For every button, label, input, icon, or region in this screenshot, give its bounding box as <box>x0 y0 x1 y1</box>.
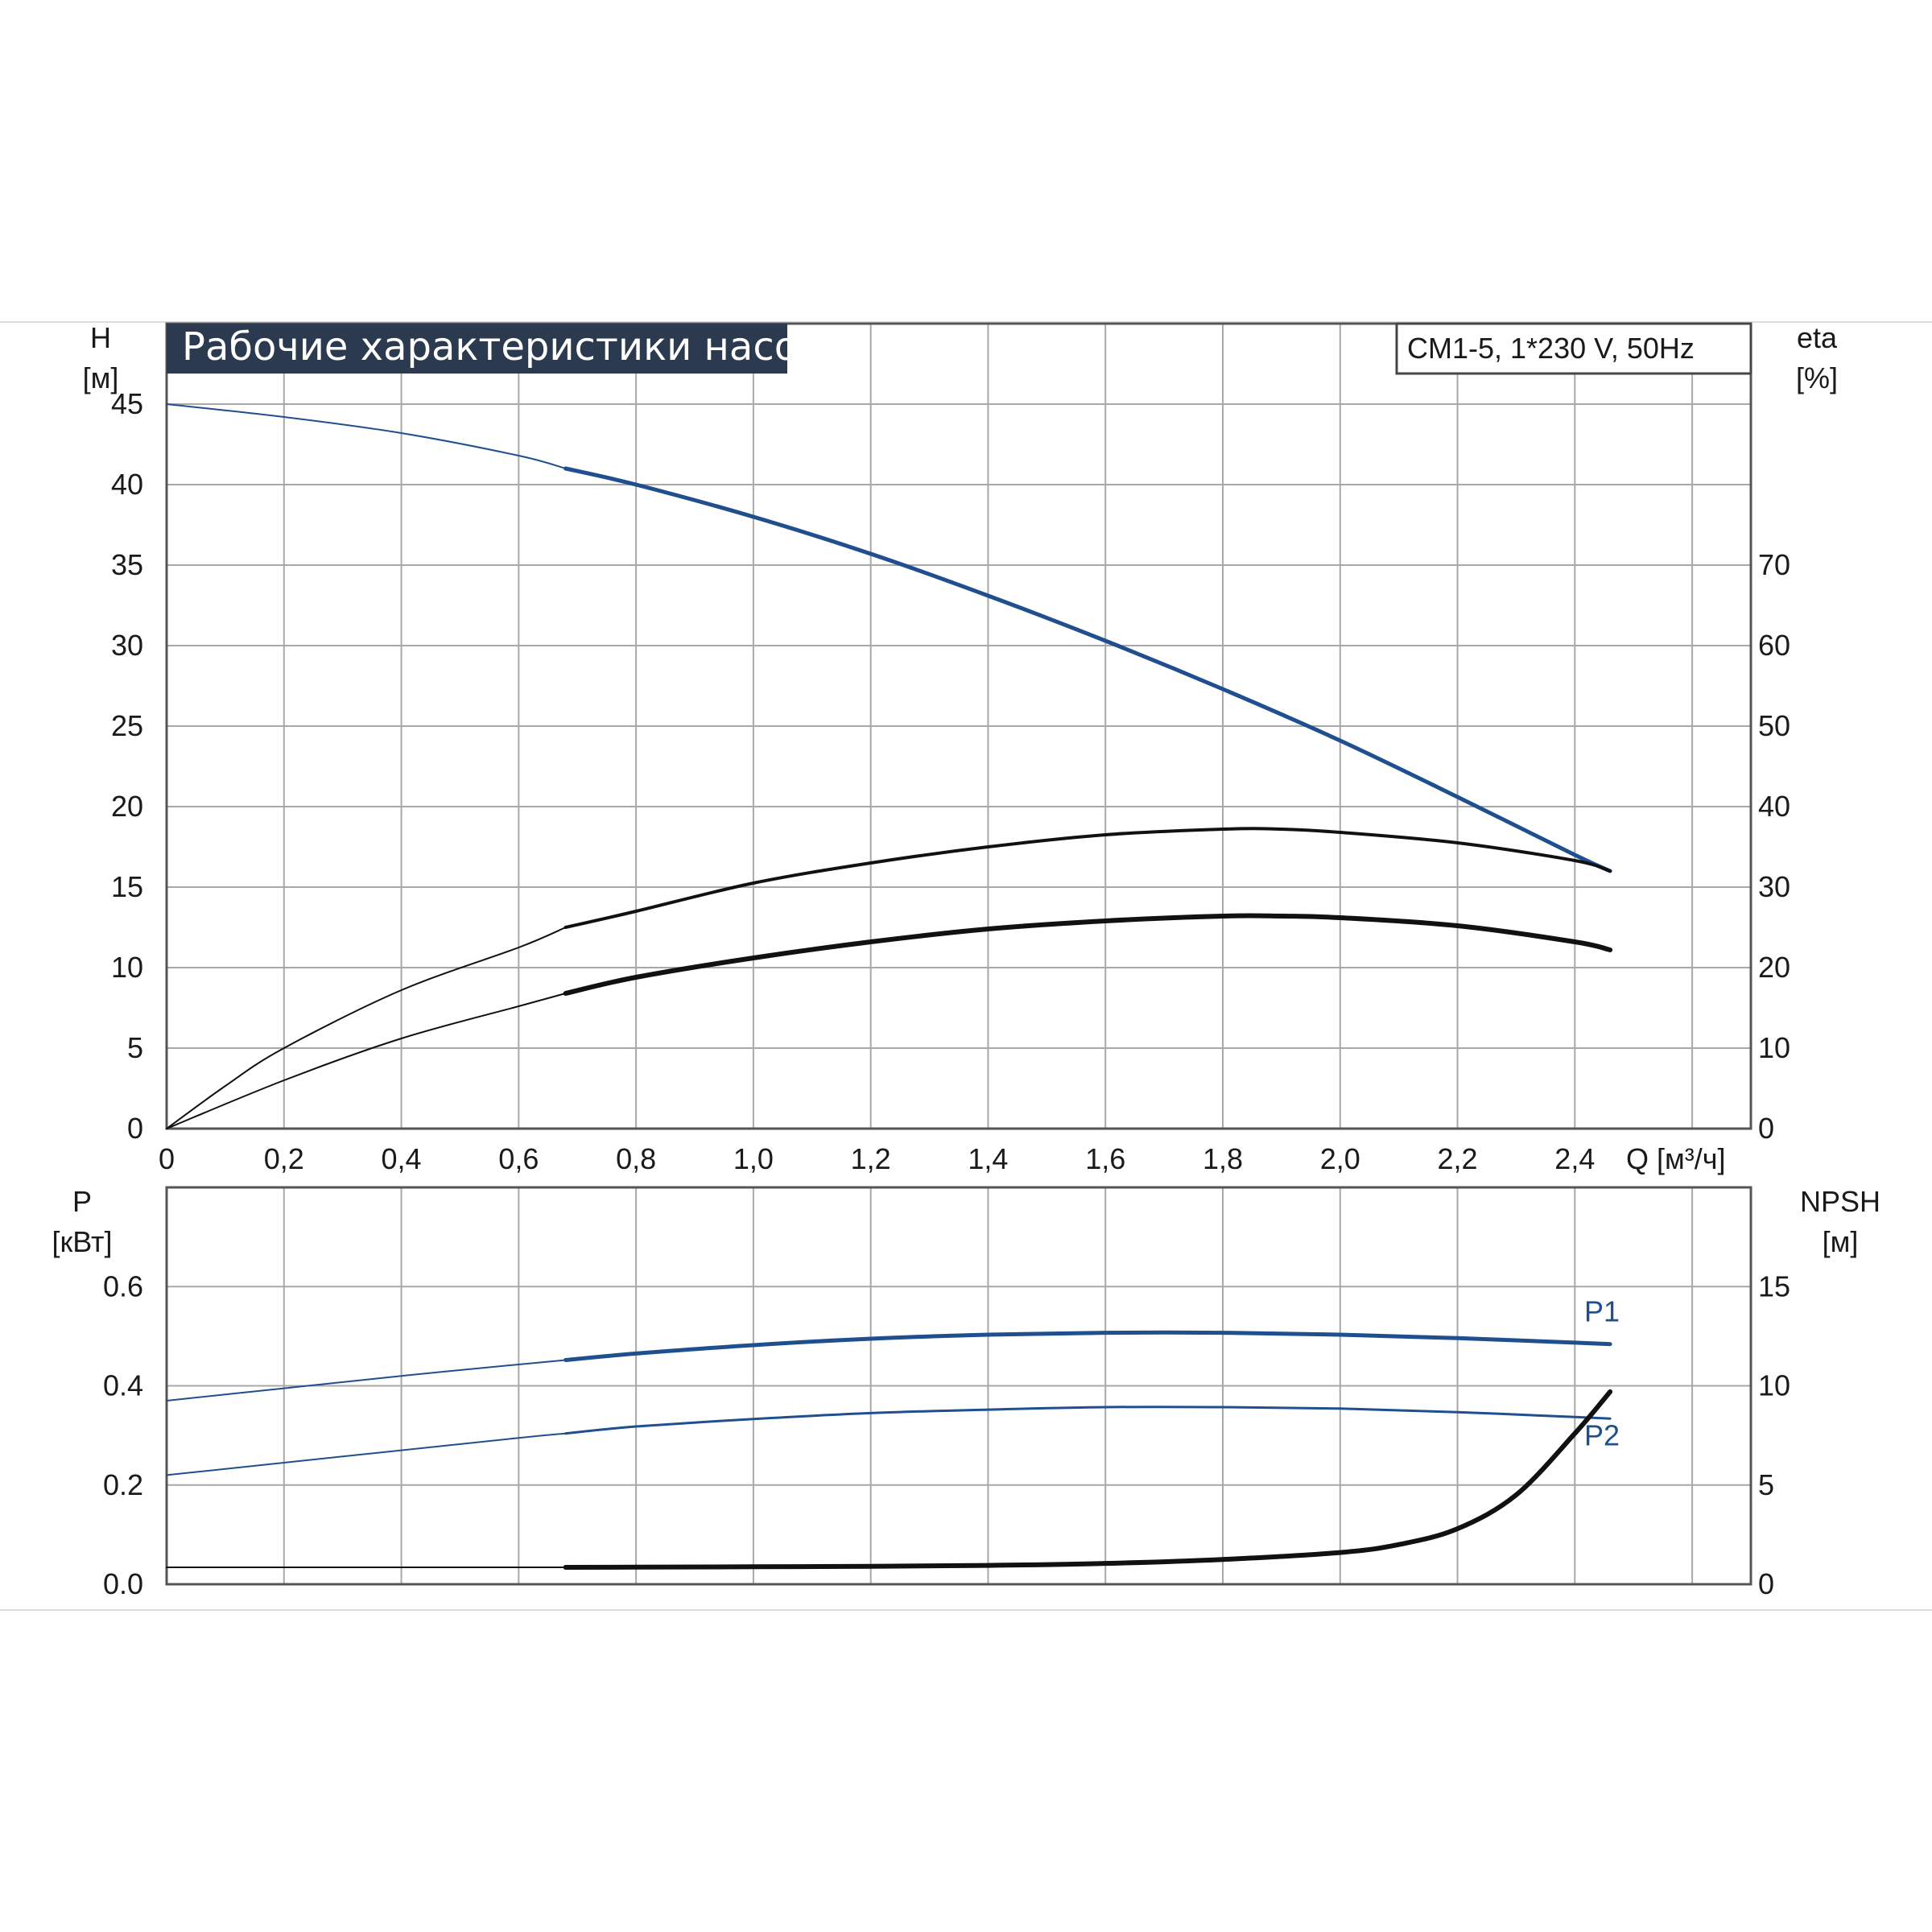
x-tick-label: 0,8 <box>616 1142 656 1175</box>
p1-curve <box>564 1330 1612 1362</box>
x-tick-label: 1,0 <box>733 1142 774 1175</box>
npsh-tick-label: 10 <box>1758 1369 1790 1402</box>
head-tick-label: 20 <box>111 790 143 823</box>
efficiency-axis-title: [%] <box>1796 361 1838 394</box>
x-tick-label: 1,4 <box>968 1142 1008 1175</box>
efficiency-tick-label: 0 <box>1758 1112 1774 1145</box>
npsh-axis-title: [м] <box>1823 1225 1859 1258</box>
head-tick-label: 5 <box>127 1031 143 1064</box>
x-tick-label: 0,6 <box>498 1142 539 1175</box>
power-tick-label: 0.4 <box>103 1369 143 1402</box>
head-tick-label: 30 <box>111 629 143 662</box>
npsh-curve <box>563 1389 1613 1570</box>
x-tick-label: 0,2 <box>264 1142 304 1175</box>
power-tick-label: 0.2 <box>103 1468 143 1501</box>
chart-labels: 0 0,2 0,4 0,6 0,8 1,0 1,2 1,4 1,6 1,8 2,0 2,2 2,4 Q [… <box>52 321 1880 1600</box>
efficiency-tick-label: 70 <box>1758 548 1790 581</box>
head-curve <box>564 466 1612 873</box>
bottom-chart-frame <box>165 1186 1752 1586</box>
npsh-tick-label: 15 <box>1758 1269 1790 1302</box>
p1-series-label: P1 <box>1584 1294 1620 1327</box>
head-tick-label: 10 <box>111 951 143 984</box>
efficiency-tick-label: 30 <box>1758 870 1790 903</box>
power-axis-title: [кВт] <box>52 1225 112 1258</box>
p2-series-label: P2 <box>1584 1418 1620 1451</box>
head-tick-label: 15 <box>111 870 143 903</box>
efficiency-tick-label: 10 <box>1758 1031 1790 1064</box>
model-box <box>1395 322 1752 375</box>
model-label: CM1-5, 1*230 V, 50Hz <box>1407 332 1695 365</box>
efficiency-tick-label: 40 <box>1758 790 1790 823</box>
x-tick-label: 2,4 <box>1554 1142 1595 1175</box>
head-tick-label: 35 <box>111 548 143 581</box>
head-tick-label: 0 <box>127 1112 143 1145</box>
x-tick-label: 0 <box>159 1142 175 1175</box>
power-axis-title: P <box>72 1185 92 1218</box>
efficiency-axis-title: eta <box>1797 321 1838 354</box>
power-tick-label: 0.0 <box>103 1567 143 1600</box>
x-tick-label: 2,2 <box>1438 1142 1478 1175</box>
x-tick-label: 1,6 <box>1085 1142 1125 1175</box>
bottom-chart-series <box>166 1330 1613 1570</box>
title-box <box>167 324 787 374</box>
head-curve-thin <box>166 403 567 469</box>
p2-curve-thin <box>166 1432 567 1476</box>
efficiency-curve <box>564 827 1612 929</box>
p2-curve <box>564 1406 1612 1435</box>
efficiency-total-curve <box>563 913 1613 996</box>
npsh-axis-title: NPSH <box>1800 1185 1880 1218</box>
efficiency-total-curve-thin <box>166 993 567 1129</box>
efficiency-tick-label: 50 <box>1758 709 1790 742</box>
x-axis-title: Q [м³/ч] <box>1626 1142 1726 1175</box>
efficiency-tick-label: 60 <box>1758 629 1790 662</box>
power-tick-label: 0.6 <box>103 1269 143 1302</box>
efficiency-curve-thin <box>166 927 567 1129</box>
p1-curve-thin <box>166 1359 567 1402</box>
x-tick-label: 1,2 <box>851 1142 891 1175</box>
x-tick-label: 0,4 <box>382 1142 422 1175</box>
top-chart-frame <box>165 322 1752 1130</box>
npsh-tick-label: 5 <box>1758 1468 1774 1501</box>
chart-title: Рабочие характеристики насоса <box>182 324 843 369</box>
bottom-chart-grid <box>167 1187 1751 1584</box>
head-tick-label: 25 <box>111 709 143 742</box>
head-tick-label: 40 <box>111 468 143 501</box>
npsh-tick-label: 0 <box>1758 1567 1774 1600</box>
x-tick-label: 1,8 <box>1203 1142 1243 1175</box>
top-chart-grid <box>167 324 1751 1129</box>
x-tick-label: 2,0 <box>1320 1142 1360 1175</box>
efficiency-tick-label: 20 <box>1758 951 1790 984</box>
head-axis-title: H <box>90 321 111 354</box>
top-chart-series <box>166 403 1613 1129</box>
head-tick-label: 45 <box>111 387 143 420</box>
head-axis-title: [м] <box>83 361 119 394</box>
